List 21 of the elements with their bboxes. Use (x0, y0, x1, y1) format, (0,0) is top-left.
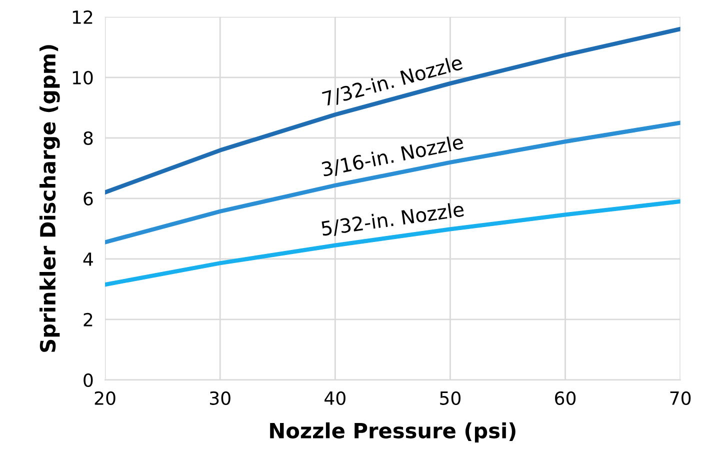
x-tick-label: 20 (94, 391, 116, 405)
x-tick-label: 30 (210, 391, 230, 405)
y-tick-label: 4 (83, 252, 93, 266)
text: 3/16-in. Nozzle (321, 134, 464, 178)
x-axis-title: Nozzle Pressure (psi) (270, 422, 516, 443)
x-tick-label: 40 (324, 391, 346, 405)
line-series (105, 26, 680, 194)
y-tick-label: 8 (84, 131, 93, 145)
x-tick-label: 60 (555, 391, 576, 405)
y-tick-label: 6 (84, 192, 93, 206)
y-axis-title: Sprinkler Discharge (gpm) (40, 45, 60, 352)
x-tick-label: 70 (670, 391, 691, 405)
line-series (105, 199, 680, 287)
y-tick-label: 2 (84, 312, 92, 326)
text: 5/32-in. Nozzle (321, 201, 464, 238)
text: 7/32-in. Nozzle (322, 54, 464, 108)
line-series (105, 120, 680, 244)
y-tick-label: 12 (72, 10, 92, 24)
y-tick-label: 10 (72, 70, 93, 84)
y-tick-label: 0 (84, 373, 93, 388)
x-tick-label: 50 (440, 391, 460, 405)
